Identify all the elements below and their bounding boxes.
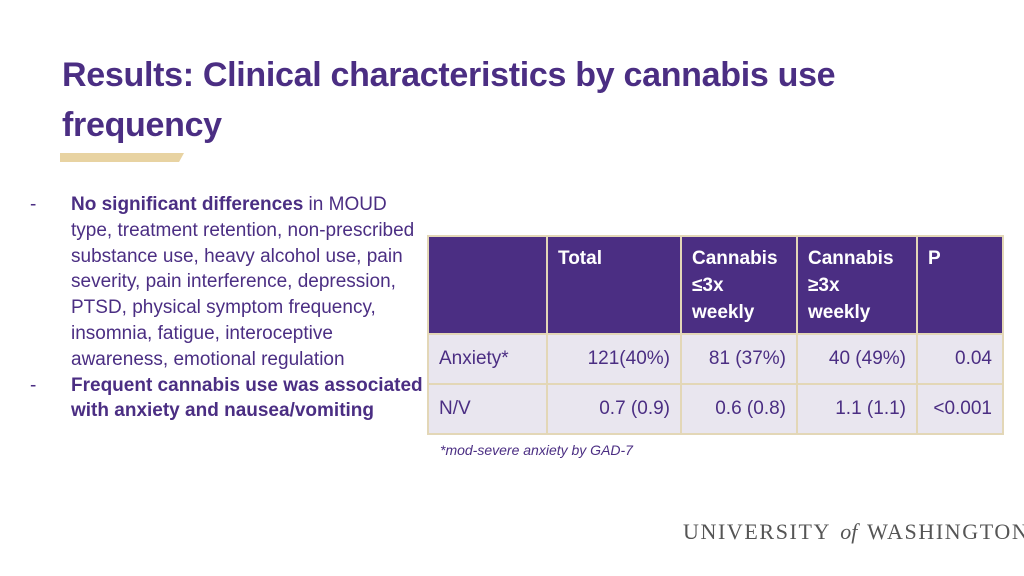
bullet-dash: - [30,374,37,396]
header-cell-p: P [916,235,1004,335]
bullet-bold-text: Frequent cannabis use was associated wit… [71,374,423,422]
logo-word-of: of [840,519,858,544]
table-cell: 40 (49%) [796,333,918,385]
table-cell: 81 (37%) [680,333,798,385]
logo-word-washington: WASHINGTON [867,519,1024,544]
bullet-text: in MOUD type, treatment retention, non-p… [71,194,415,370]
table-cell: 0.04 [916,333,1004,385]
table-footnote: *mod-severe anxiety by GAD-7 [440,442,633,458]
table-cell: 0.7 (0.9) [546,383,682,435]
table-row: Anxiety* 121(40%) 81 (37%) 40 (49%) 0.04 [427,333,1004,385]
bullet-list: - No significant differences in MOUD typ… [30,192,425,424]
table-row: N/V 0.7 (0.9) 0.6 (0.8) 1.1 (1.1) <0.001 [427,383,1004,435]
row-label-anxiety: Anxiety* [427,333,548,385]
table-cell: 121(40%) [546,333,682,385]
logo-word-university: UNIVERSITY [683,519,831,544]
bullet-item-no-differences: - No significant differences in MOUD typ… [30,192,425,373]
header-cell-cannabis-ge-3x: Cannabis ≥3x weekly [796,235,918,335]
bullet-dash: - [30,194,37,215]
results-table: Total Cannabis ≤3x weekly Cannabis ≥3x w… [427,235,1004,435]
header-cell-total: Total [546,235,682,335]
university-logo: UNIVERSITY of WASHINGTON [683,519,1024,545]
header-cell-cannabis-le-3x: Cannabis ≤3x weekly [680,235,798,335]
slide-title: Results: Clinical characteristics by can… [62,56,836,144]
table-cell: <0.001 [916,383,1004,435]
table-cell: 0.6 (0.8) [680,383,798,435]
bullet-bold-text: No significant differences [71,194,304,215]
row-label-nv: N/V [427,383,548,435]
bullet-item-frequent-use: - Frequent cannabis use was associated w… [30,373,425,425]
table-header-row: Total Cannabis ≤3x weekly Cannabis ≥3x w… [427,235,1004,335]
header-cell-empty [427,235,548,335]
table-cell: 1.1 (1.1) [796,383,918,435]
title-accent-bar [60,153,184,162]
